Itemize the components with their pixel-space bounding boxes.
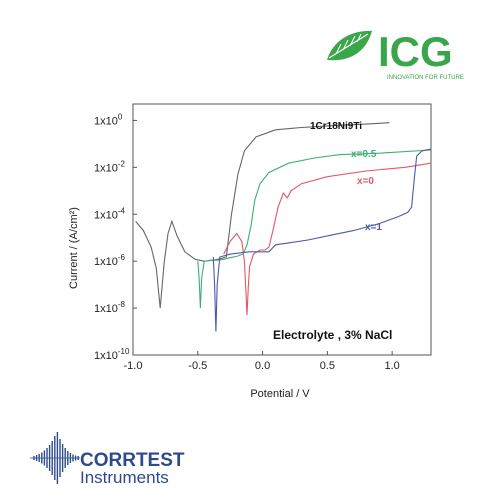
series-label-3: x=1 <box>365 222 382 233</box>
corrtest-logo: CORRTEST Instruments <box>30 432 185 487</box>
series-label-0: 1Cr18Ni9Ti <box>310 121 362 132</box>
series-curves <box>135 122 432 332</box>
series-label-1: x=0.5 <box>351 149 377 160</box>
series-label-2: x=0 <box>357 176 374 187</box>
series-line-2 <box>223 162 432 316</box>
corrtest-wordmark: CORRTEST <box>80 450 185 471</box>
x-tick-label: -0.5 <box>188 360 207 372</box>
series-line-3 <box>212 148 432 332</box>
x-tick-label: -1.0 <box>124 360 143 372</box>
y-axis-label: Current / (A/cm²) <box>68 207 80 289</box>
y-tick-label: 1x10-10 <box>94 347 130 362</box>
annotation-electrolyte: Electrolyte , 3% NaCl <box>273 328 392 342</box>
icg-logo: ICG INNOVATION FOR FUTURE <box>327 28 464 81</box>
corrtest-subtitle: Instruments <box>80 468 169 487</box>
polarization-chart: -1.0 -0.5 0.0 0.5 1.0 1x100 1x10-2 1x10-4 1x10-… <box>68 103 432 400</box>
x-axis-label: Potential / V <box>250 388 310 400</box>
x-axis-ticks: -1.0 -0.5 0.0 0.5 1.0 <box>124 351 400 372</box>
y-tick-label: 1x10-2 <box>94 159 126 174</box>
series-labels: 1Cr18Ni9Ti x=0.5 x=0 x=1 <box>310 121 382 233</box>
corrtest-wave-icon <box>30 432 80 484</box>
y-axis-ticks: 1x100 1x10-2 1x10-4 1x10-6 1x10-8 1x10-10 <box>94 112 137 362</box>
y-tick-label: 1x100 <box>94 112 123 127</box>
y-tick-label: 1x10-8 <box>94 300 126 315</box>
x-tick-label: 0.0 <box>255 360 270 372</box>
icg-tagline: INNOVATION FOR FUTURE <box>387 75 464 81</box>
icg-leaf-icon <box>327 30 372 61</box>
x-tick-label: 0.5 <box>320 360 335 372</box>
x-tick-label: 1.0 <box>384 360 399 372</box>
y-tick-label: 1x10-4 <box>94 206 126 221</box>
y-tick-label: 1x10-6 <box>94 253 126 268</box>
plot-frame <box>132 103 432 356</box>
icg-wordmark: ICG <box>378 28 453 75</box>
